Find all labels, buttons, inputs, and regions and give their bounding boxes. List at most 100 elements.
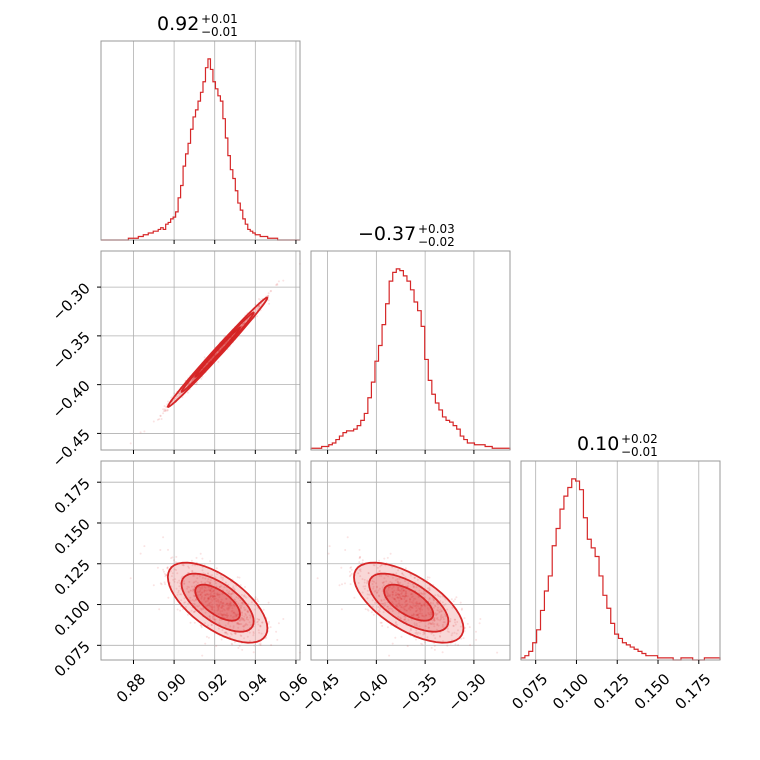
sample-point	[361, 559, 364, 562]
sample-point	[362, 563, 365, 566]
sample-point	[393, 598, 396, 600]
sample-point	[460, 637, 463, 640]
sample-point	[415, 586, 418, 589]
sample-point	[368, 593, 371, 596]
sample-point	[413, 590, 416, 593]
sample-point	[187, 382, 190, 385]
sample-point	[391, 610, 394, 612]
sample-point	[204, 371, 207, 374]
sample-point	[377, 594, 380, 597]
sample-point	[204, 622, 207, 625]
sample-point	[421, 604, 424, 607]
sample-point	[399, 585, 402, 588]
sample-point	[432, 606, 435, 609]
sample-point	[216, 349, 219, 352]
sample-point	[200, 597, 203, 600]
sample-point	[232, 328, 235, 331]
sample-point	[224, 342, 227, 345]
sample-point	[371, 608, 374, 611]
sample-point	[381, 586, 384, 589]
sample-point	[207, 361, 210, 364]
sample-point	[394, 598, 397, 601]
sample-point	[348, 575, 351, 578]
sample-point	[228, 343, 231, 346]
sample-point	[237, 327, 240, 330]
sample-point	[203, 366, 206, 369]
sample-point	[432, 597, 435, 600]
sample-point	[396, 580, 399, 583]
sample-point	[378, 559, 381, 562]
sample-point	[191, 380, 194, 382]
sample-point	[203, 594, 206, 597]
sample-point	[418, 602, 421, 605]
sample-point	[359, 570, 362, 573]
sample-point	[400, 584, 403, 587]
sample-point	[229, 332, 231, 335]
sample-point	[226, 608, 229, 611]
sample-point	[210, 594, 213, 597]
sample-point	[212, 358, 215, 361]
sample-point	[221, 349, 224, 352]
sample-point	[410, 614, 413, 617]
sample-point	[196, 373, 199, 376]
sample-point	[428, 603, 431, 606]
sample-point	[215, 645, 218, 648]
sample-point	[205, 358, 208, 361]
sample-point	[204, 365, 206, 368]
sample-point	[220, 343, 223, 346]
sample-point	[409, 593, 412, 596]
frame-layer	[100, 40, 721, 661]
sample-point	[415, 604, 418, 607]
sample-point	[202, 608, 205, 610]
sample-point	[224, 603, 227, 606]
sample-point	[215, 585, 218, 588]
sample-point	[227, 337, 229, 340]
sample-point	[212, 356, 215, 359]
sample-point	[207, 572, 209, 575]
sample-point	[214, 351, 217, 354]
sample-point	[215, 597, 218, 600]
sample-point	[373, 580, 376, 583]
sample-point	[433, 644, 436, 647]
sample-point	[430, 611, 433, 614]
sample-point	[233, 331, 235, 334]
sample-point	[422, 593, 425, 596]
sample-point	[402, 622, 405, 625]
sample-point	[184, 601, 187, 604]
sample-point	[217, 354, 220, 357]
sample-point	[366, 597, 369, 600]
sample-point	[358, 557, 361, 560]
sample-point	[429, 584, 432, 586]
sample-point	[222, 340, 225, 343]
sample-point	[195, 372, 198, 375]
sample-point	[438, 635, 441, 637]
sample-point	[203, 367, 206, 370]
sample-point	[197, 371, 200, 374]
sample-point	[230, 338, 233, 341]
y-tick-label-p2: 0.150	[51, 515, 94, 558]
sample-point	[211, 353, 214, 356]
sample-point	[203, 364, 206, 367]
sample-point	[206, 364, 209, 367]
sample-point	[225, 340, 228, 343]
sample-point	[397, 611, 400, 614]
sample-point	[196, 590, 199, 593]
sample-point	[430, 623, 433, 625]
sample-point	[430, 618, 432, 621]
sample-point	[224, 614, 227, 617]
sample-point	[190, 381, 193, 384]
sample-point	[204, 611, 207, 614]
sample-point	[214, 576, 217, 579]
sample-point	[223, 592, 226, 595]
sample-point	[237, 329, 240, 332]
sample-point	[225, 344, 228, 347]
sample-point	[192, 611, 195, 614]
sample-point	[433, 619, 436, 622]
sample-point	[454, 643, 457, 646]
sample-point	[450, 634, 453, 637]
sample-point	[234, 639, 237, 642]
y-tick-label-p1: −0.40	[49, 377, 94, 422]
sample-point	[245, 622, 248, 625]
sample-point	[396, 593, 399, 596]
sample-point	[214, 350, 217, 353]
